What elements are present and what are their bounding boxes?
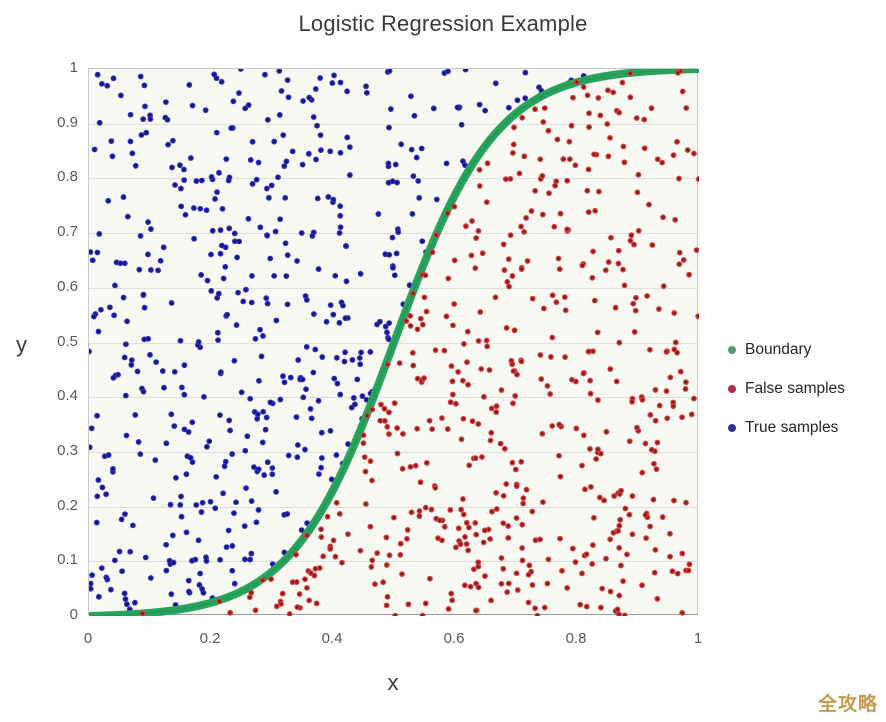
chart-title: Logistic Regression Example — [298, 11, 588, 36]
y-tick-label: 0.9 — [57, 113, 78, 131]
legend-item-false-samples: False samples — [728, 376, 845, 402]
y-tick-label: 0.5 — [57, 332, 78, 350]
y-tick-label: 0.7 — [57, 223, 78, 241]
legend-label-true-samples: True samples — [745, 419, 839, 436]
false-samples-marker-icon — [728, 385, 736, 393]
y-tick-label: 0.6 — [57, 277, 78, 295]
y-tick-label: 0.4 — [57, 387, 78, 405]
legend-label-boundary: Boundary — [745, 341, 812, 358]
y-tick-label: 0.8 — [57, 168, 78, 186]
y-tick-label: 0 — [69, 606, 78, 623]
legend-item-true-samples: True samples — [728, 415, 845, 441]
y-tick-label: 0.1 — [57, 551, 78, 569]
true-samples-marker-icon — [728, 424, 736, 432]
x-axis-label: x — [387, 670, 399, 695]
x-tick-label: 0.4 — [321, 630, 343, 647]
x-tick-label: 0.6 — [443, 630, 465, 647]
x-tick-label: 1 — [693, 630, 703, 647]
x-tick-label: 0.8 — [565, 630, 587, 647]
legend-item-boundary: Boundary — [728, 337, 845, 363]
watermark-text: 全攻略 — [817, 694, 878, 715]
scatter-canvas — [89, 69, 699, 616]
x-tick-label: 0 — [83, 630, 93, 647]
legend: Boundary False samples True samples — [728, 337, 845, 454]
y-tick-label: 1 — [69, 59, 78, 76]
legend-label-false-samples: False samples — [745, 380, 845, 397]
x-tick-label: 0.2 — [199, 630, 221, 647]
boundary-marker-icon — [728, 346, 736, 354]
y-tick-label: 0.2 — [57, 496, 78, 514]
y-tick-label: 0.3 — [57, 441, 78, 459]
y-axis-label: y — [16, 332, 27, 357]
plot-area — [88, 68, 699, 616]
